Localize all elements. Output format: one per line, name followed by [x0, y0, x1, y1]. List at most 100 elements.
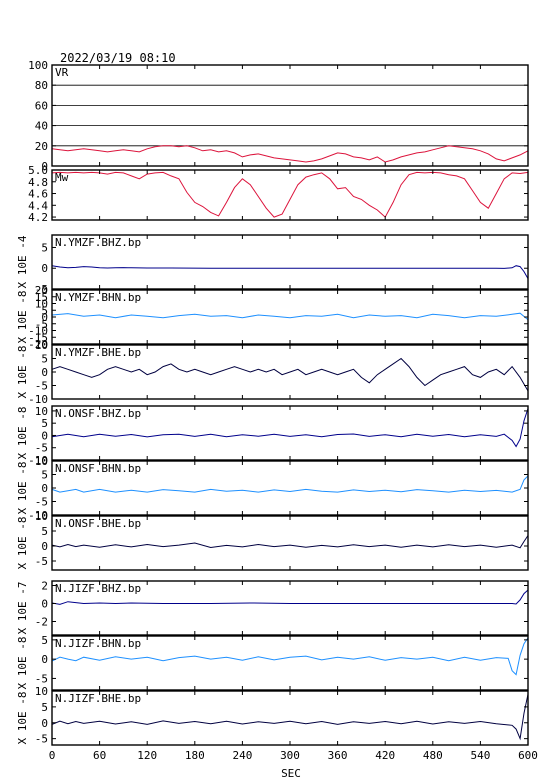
- ytick-label-jizf-bhn-0: -5: [35, 672, 48, 685]
- ytick-label-onsf-bhe-2: 5: [41, 525, 48, 538]
- series-line-jizf-bhn: [51, 637, 529, 676]
- ytick-label-vr-2: 40: [35, 120, 48, 133]
- ytick-label-onsf-bhn-1: -5: [35, 496, 48, 509]
- frame-vr: [51, 64, 529, 167]
- panel-jizf-bhz: -2 0 2 N.JIZF.BHZ.bp X 10E -7: [16, 580, 529, 636]
- ytick-label-vr-3: 60: [35, 99, 48, 112]
- ytick-label-ymzf-bhe-0: -10: [28, 393, 48, 406]
- ytick-label-ymzf-bhn-6: 10: [35, 298, 48, 311]
- ytick-label-ymzf-bhn-3: -5: [35, 318, 48, 331]
- series-line-ymzf-bhz: [51, 265, 529, 279]
- ytick-label-jizf-bhe-3: 10: [35, 685, 48, 698]
- series-line-ymzf-bhn: [51, 312, 529, 321]
- unit-label-ymzf-bhz: X 10E -4: [16, 235, 29, 288]
- ytick-label-ymzf-bhz-1: 0: [41, 262, 48, 275]
- series-line-jizf-bhz: [51, 589, 529, 605]
- panel-label-mw: Mw: [55, 171, 69, 184]
- ytick-label-jizf-bhe-2: 5: [41, 701, 48, 714]
- xtick-label-7: 420: [375, 749, 395, 762]
- ytick-label-onsf-bhn-4: 10: [35, 455, 48, 468]
- ytick-label-mw-0: 4.2: [28, 211, 48, 224]
- ytick-label-jizf-bhn-2: 5: [41, 634, 48, 647]
- ytick-label-ymzf-bhn-8: 20: [35, 284, 48, 297]
- series-line-ymzf-bhe: [51, 357, 529, 392]
- panel-label-jizf-bhz: N.JIZF.BHZ.bp: [55, 582, 141, 595]
- ytick-label-jizf-bhz-0: -2: [35, 616, 48, 629]
- ytick-label-ymzf-bhn-7: 15: [35, 291, 48, 304]
- ytick-label-ymzf-bhe-2: 0: [41, 366, 48, 379]
- series-line-vr: [51, 145, 529, 163]
- ytick-label-jizf-bhz-2: 2: [41, 580, 48, 593]
- series-line-onsf-bhn: [51, 475, 529, 493]
- unit-label-onsf-bhn: X 10E -8: [16, 462, 29, 515]
- panel-label-ymzf-bhe: N.YMZF.BHE.bp: [55, 346, 141, 359]
- ytick-label-onsf-bhz-4: 10: [35, 405, 48, 418]
- ytick-label-onsf-bhz-2: 0: [41, 429, 48, 442]
- panel-label-onsf-bhe: N.ONSF.BHE.bp: [55, 517, 141, 530]
- xtick-label-3: 180: [185, 749, 205, 762]
- unit-label-ymzf-bhn: X 10E -8: [16, 291, 29, 344]
- ytick-label-ymzf-bhe-4: 10: [35, 339, 48, 352]
- unit-label-ymzf-bhe: X 10E -8: [16, 346, 29, 399]
- x-axis: 0 60 120 180 240 300 360 420 480 540 600: [49, 749, 538, 762]
- panel-label-jizf-bhe: N.JIZF.BHE.bp: [55, 692, 141, 705]
- ytick-label-vr-1: 20: [35, 140, 48, 153]
- panel-label-ymzf-bhz: N.YMZF.BHZ.bp: [55, 236, 141, 249]
- panel-label-ymzf-bhn: N.YMZF.BHN.bp: [55, 291, 141, 304]
- ytick-label-mw-2: 4.6: [28, 188, 48, 201]
- ytick-label-jizf-bhe-1: 0: [41, 717, 48, 730]
- ytick-label-onsf-bhz-1: -5: [35, 442, 48, 455]
- ytick-label-onsf-bhz-3: 5: [41, 417, 48, 430]
- ytick-label-onsf-bhz-0: -10: [28, 454, 48, 467]
- panel-jizf-bhe: -5 0 5 10 N.JIZF.BHE.bp X 10E -8: [16, 685, 529, 746]
- series-line-onsf-bhe: [51, 535, 529, 549]
- ytick-label-onsf-bhn-0: -10: [28, 509, 48, 522]
- ytick-label-ymzf-bhn-1: -15: [28, 331, 48, 344]
- xtick-label-1: 60: [93, 749, 106, 762]
- panel-label-jizf-bhn: N.JIZF.BHN.bp: [55, 637, 141, 650]
- xtick-label-10: 600: [518, 749, 538, 762]
- series-line-jizf-bhe: [51, 694, 529, 741]
- unit-label-jizf-bhe: X 10E -8: [16, 692, 29, 745]
- panel-label-vr: VR: [55, 66, 69, 79]
- ytick-label-mw-3: 4.8: [28, 176, 48, 189]
- unit-label-jizf-bhz: X 10E -7: [16, 582, 29, 635]
- xtick-label-0: 0: [49, 749, 56, 762]
- ytick-label-ymzf-bhn-5: 5: [41, 304, 48, 317]
- ytick-label-vr-5: 100: [28, 59, 48, 72]
- unit-label-jizf-bhn: X 10E -8: [16, 637, 29, 690]
- ytick-label-vr-0: 0: [41, 160, 48, 173]
- ytick-label-jizf-bhz-1: 0: [41, 598, 48, 611]
- ytick-label-mw-4: 5.0: [28, 164, 48, 177]
- ytick-label-ymzf-bhz-0: -5: [35, 283, 48, 296]
- unit-label-onsf-bhz: X 10E -8: [16, 407, 29, 460]
- ytick-label-onsf-bhe-0: -5: [35, 555, 48, 568]
- panel-mw: 4.24.44.64.85.0 Mw: [28, 164, 529, 224]
- ytick-label-ymzf-bhn-2: -10: [28, 325, 48, 338]
- ytick-label-onsf-bhe-3: 10: [35, 510, 48, 523]
- ytick-label-ymzf-bhe-1: -5: [35, 380, 48, 393]
- ytick-label-mw-1: 4.4: [28, 199, 48, 212]
- ytick-label-ymzf-bhn-4: 0: [41, 311, 48, 324]
- ytick-label-onsf-bhn-3: 5: [41, 469, 48, 482]
- xtick-label-4: 240: [232, 749, 252, 762]
- panel-vr: 0 20 40 60 80 100 VR: [28, 59, 529, 173]
- x-axis-label: SEC: [281, 767, 301, 780]
- panel-label-onsf-bhz: N.ONSF.BHZ.bp: [55, 407, 141, 420]
- ytick-label-onsf-bhn-2: 0: [41, 482, 48, 495]
- ytick-label-ymzf-bhe-3: 5: [41, 353, 48, 366]
- panel-onsf-bhe: -5 0 5 10 N.ONSF.BHE.bp X 10E -8: [16, 510, 529, 571]
- series-line-onsf-bhz: [51, 408, 529, 448]
- xtick-label-5: 300: [280, 749, 300, 762]
- xtick-label-2: 120: [137, 749, 157, 762]
- unit-label-onsf-bhe: X 10E -8: [16, 517, 29, 570]
- ytick-label-vr-4: 80: [35, 79, 48, 92]
- xtick-label-9: 540: [470, 749, 490, 762]
- ytick-label-ymzf-bhn-0: -20: [28, 338, 48, 351]
- series-line-mw: [51, 171, 529, 218]
- xtick-label-6: 360: [328, 749, 348, 762]
